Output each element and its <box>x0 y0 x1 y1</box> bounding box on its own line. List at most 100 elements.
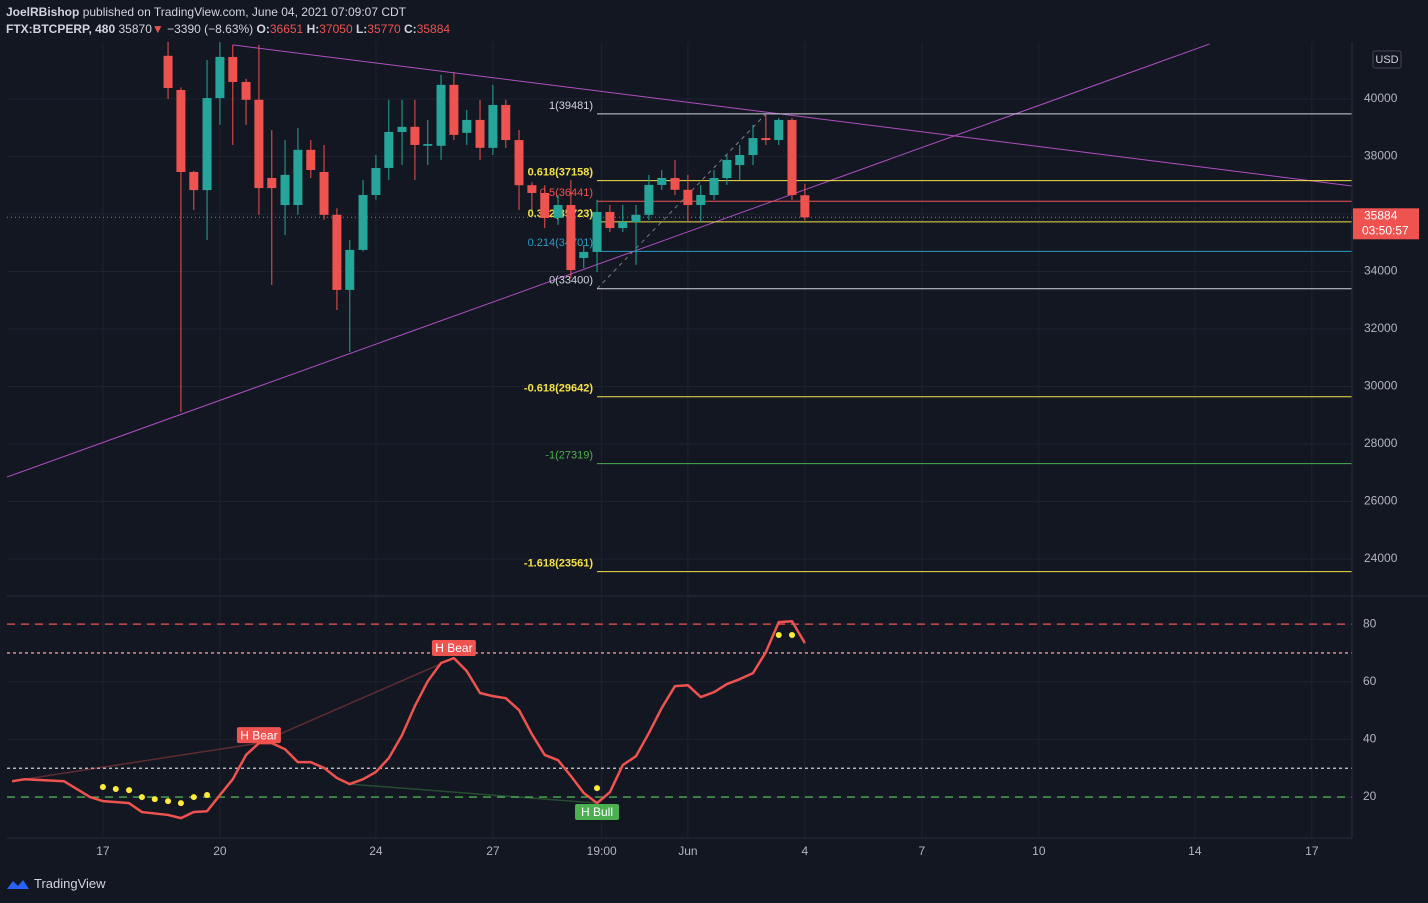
candle-body <box>423 144 433 146</box>
x-tick-label: 4 <box>802 844 809 858</box>
candle-body <box>735 155 745 166</box>
brand: TradingView <box>34 876 106 891</box>
divergence-line <box>24 742 260 780</box>
candle-body <box>722 159 732 179</box>
currency-box <box>1372 50 1402 69</box>
h-label: H: <box>306 22 320 36</box>
divergence-line <box>258 657 455 744</box>
candle-body <box>384 132 394 168</box>
signal-dot <box>594 785 601 792</box>
y-tick-label: 80 <box>1363 616 1377 630</box>
price-label-box <box>1353 208 1419 240</box>
fib-label: 1(39481) <box>549 100 593 112</box>
published: published on TradingView.com, June 04, 2… <box>82 5 407 19</box>
signal-dot <box>177 800 184 807</box>
change: −3390 (−8.63%) <box>167 22 254 36</box>
candle-body <box>436 84 446 146</box>
signal-dot <box>204 792 211 799</box>
y-tick-label: 26000 <box>1364 494 1398 508</box>
signal-dot <box>775 632 782 639</box>
candle-body <box>540 192 550 218</box>
publish-line: JoelRBishop published on TradingView.com… <box>6 5 406 19</box>
candle-body <box>410 126 420 145</box>
trendline <box>232 44 1352 187</box>
candle-body <box>566 205 576 271</box>
annotation-label: H Bull <box>581 805 613 819</box>
signal-dot <box>151 796 158 803</box>
candle-body <box>319 171 329 215</box>
candle-body <box>683 189 693 206</box>
candle-body <box>631 214 641 223</box>
divergence-line <box>349 783 598 804</box>
candle-body <box>501 104 511 141</box>
x-tick-label: 7 <box>919 844 926 858</box>
y-tick-label: 40 <box>1363 732 1377 746</box>
candle-body <box>475 119 485 148</box>
annotation-label: H Bear <box>240 728 277 742</box>
fib-label: 0.618(37158) <box>528 167 594 179</box>
countdown: 03:50:57 <box>1362 223 1409 237</box>
symbol: FTX:BTCPERP, 480 <box>6 22 116 36</box>
candle-body <box>592 211 602 252</box>
y-tick-label: 28000 <box>1364 436 1398 450</box>
candle-body <box>293 149 303 206</box>
x-tick-label: Jun <box>678 844 697 858</box>
x-tick-label: 17 <box>1305 844 1319 858</box>
candle-body <box>748 138 758 156</box>
candle-body <box>215 56 225 99</box>
price: 35870 <box>118 22 152 36</box>
signal-dot <box>138 794 145 801</box>
footer: TradingView <box>6 876 106 891</box>
y-tick-label: 40000 <box>1364 91 1398 105</box>
fib-label: 0.5(36441) <box>540 187 593 199</box>
fib-label: 0.214(34701) <box>528 237 593 249</box>
candle-body <box>488 104 498 148</box>
candle-body <box>449 84 459 135</box>
candle-body <box>618 222 628 229</box>
y-tick-label: 38000 <box>1364 149 1398 163</box>
signal-dot <box>112 785 119 792</box>
candle-body <box>202 98 212 191</box>
l-label: L: <box>355 22 368 36</box>
x-tick-label: 27 <box>486 844 500 858</box>
candle-body <box>657 178 667 185</box>
c: 35884 <box>416 22 451 36</box>
trendline <box>7 43 1210 478</box>
annotation-box <box>431 640 476 657</box>
candle-body <box>774 119 784 141</box>
annotation-label: H Bear <box>435 641 472 655</box>
o: 36651 <box>269 22 304 36</box>
fib-label: -1.618(23561) <box>524 558 593 570</box>
candle-body <box>553 205 563 218</box>
fib-label: -0.618(29642) <box>524 383 593 395</box>
candle-body <box>787 119 797 195</box>
candle-body <box>280 174 290 206</box>
y-tick-label: 24000 <box>1364 551 1398 565</box>
candle-body <box>579 251 589 258</box>
candle-body <box>332 214 342 290</box>
signal-dot <box>789 632 796 639</box>
candle-body <box>800 195 810 218</box>
price-label: 35884 <box>1364 208 1398 222</box>
y-tick-label: 60 <box>1363 674 1377 688</box>
candle-body <box>397 126 407 133</box>
candle-body <box>306 149 316 170</box>
candle-body <box>709 178 719 195</box>
y-tick-label: 34000 <box>1364 264 1398 278</box>
logo <box>7 879 29 889</box>
currency: USD <box>1375 54 1398 66</box>
publisher: JoelRBishop <box>6 5 80 19</box>
y-tick-label: 32000 <box>1364 321 1398 335</box>
signal-dot <box>126 787 133 794</box>
signal-dot <box>165 798 172 805</box>
x-tick-label: 14 <box>1188 844 1202 858</box>
candle-body <box>670 178 680 190</box>
annotation-box <box>575 804 620 821</box>
candle-body <box>358 194 368 250</box>
c-label: C: <box>404 22 417 36</box>
candle-body <box>462 119 472 133</box>
candle-body <box>176 90 186 172</box>
x-tick-label: 20 <box>213 844 227 858</box>
candle-body <box>254 99 264 189</box>
